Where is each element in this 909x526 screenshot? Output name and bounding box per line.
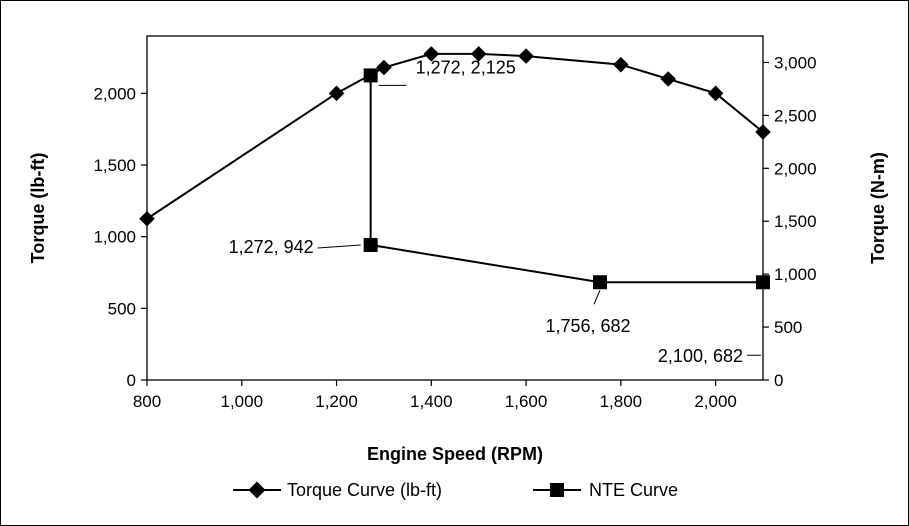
series-line-0 [146, 52, 764, 220]
y2-axis-title: Torque (N-m) [868, 152, 888, 264]
nte-point [592, 275, 607, 290]
y2-tick-label: 2,000 [774, 159, 817, 178]
torque-point [613, 56, 629, 73]
torque-point [518, 48, 534, 64]
x-tick-label: 800 [133, 392, 161, 411]
annotation-label: 1,272, 2,125 [416, 57, 516, 77]
nte-point [363, 68, 378, 83]
x-tick-label: 1,600 [505, 392, 548, 411]
y-axis-ticks: 0 500 1,000 1,500 2,000 [93, 84, 147, 390]
y-tick-label: 1,500 [93, 156, 136, 175]
annotation-leader [593, 290, 601, 305]
annotation-leader [317, 244, 361, 249]
annotation-label: 1,272, 942 [229, 237, 314, 257]
legend-label-nte: NTE Curve [589, 480, 678, 500]
annotation-label: 2,100, 682 [658, 346, 743, 366]
x-axis-ticks: 800 1,000 1,200 1,400 1,600 1,800 2,000 [133, 380, 737, 411]
legend-label-torque: Torque Curve (lb-ft) [287, 480, 442, 500]
torque-point [660, 71, 677, 87]
y2-tick-label: 1,500 [774, 212, 817, 231]
x-tick-label: 1,400 [410, 392, 453, 411]
x-tick-label: 1,000 [220, 392, 263, 411]
torque-point [328, 85, 345, 102]
x-tick-label: 2,000 [694, 392, 737, 411]
y-tick-label: 1,000 [93, 228, 136, 247]
torque-point [139, 210, 155, 227]
legend-marker-square [550, 483, 564, 497]
x-axis-title: Engine Speed (RPM) [367, 444, 543, 464]
y2-axis-ticks: 0 500 1,000 1,500 2,000 2,500 3,000 [763, 53, 817, 390]
nte-point [363, 237, 378, 252]
legend: Torque Curve (lb-ft) NTE Curve [233, 480, 678, 500]
y2-tick-label: 500 [774, 318, 802, 337]
annotation-layer: 1,272, 2,125 1,272, 942 1,756, 682 2,100, 6… [229, 57, 761, 366]
y2-tick-label: 2,500 [774, 106, 817, 125]
x-tick-label: 1,800 [600, 392, 643, 411]
y-axis-title: Torque (lb-ft) [28, 153, 48, 264]
y-tick-label: 500 [108, 299, 136, 318]
y2-tick-label: 1,000 [774, 265, 817, 284]
y-tick-label: 0 [127, 371, 136, 390]
y2-tick-label: 0 [774, 371, 783, 390]
annotation-label: 1,756, 682 [545, 316, 630, 336]
nte-point [756, 275, 770, 290]
series-line-1 [369, 75, 763, 284]
plot-area [146, 35, 764, 381]
legend-marker-diamond [248, 481, 266, 499]
y-tick-label: 2,000 [93, 84, 136, 103]
torque-point [376, 59, 392, 76]
y2-tick-label: 3,000 [774, 53, 817, 72]
x-tick-label: 1,200 [315, 392, 358, 411]
